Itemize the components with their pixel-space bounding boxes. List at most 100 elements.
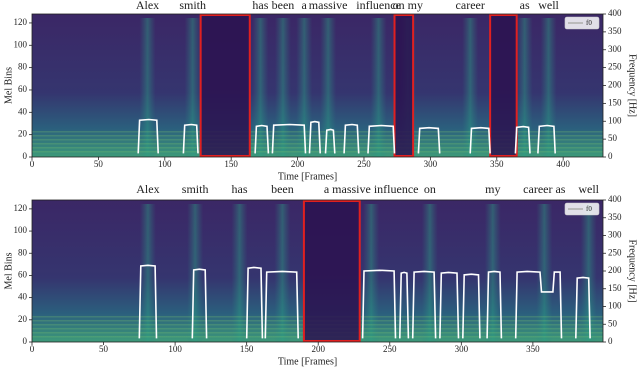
word-label: influence <box>356 0 401 12</box>
word-label: on my <box>393 0 423 12</box>
spectral-streak <box>231 204 248 342</box>
panel: f0 0 50 100 150 200 250 300 350 0 20 40 60 80 100 120 0 5… <box>3 182 637 368</box>
x-tick-label: 100 <box>158 159 172 169</box>
spectral-streak <box>540 18 557 157</box>
word-label: a <box>302 0 308 12</box>
y-tick-label: 0 <box>23 151 28 161</box>
legend-label: f0 <box>586 19 592 27</box>
y-tick-label: 80 <box>18 62 28 72</box>
x-tick-label: 200 <box>291 159 305 169</box>
x-tick-label: 0 <box>30 159 35 169</box>
y2-tick-label: 0 <box>608 336 613 346</box>
word-label: smith <box>182 182 209 196</box>
word-label: my <box>485 182 500 196</box>
word-label: Alex <box>136 0 159 12</box>
word-label: massive <box>309 0 348 12</box>
x-tick-label: 400 <box>556 159 570 169</box>
y2-tick-label: 400 <box>608 8 622 18</box>
x-tick-label: 350 <box>526 344 540 354</box>
spectral-streak <box>139 204 156 342</box>
x-tick-label: 250 <box>383 344 397 354</box>
y2-tick-label: 150 <box>608 283 622 293</box>
y-tick-label: 120 <box>14 203 28 213</box>
harmonic-band <box>32 135 603 137</box>
spectral-streak <box>296 18 313 157</box>
panel: f0 0 50 100 150 200 250 300 350 400 0 20 40 60 80 100 12… <box>3 0 637 182</box>
harmonic-band <box>32 151 603 153</box>
spectral-streak <box>421 204 438 342</box>
y2-tick-label: 350 <box>608 26 622 36</box>
y-tick-label: 100 <box>14 39 28 49</box>
word-label: has <box>232 182 248 196</box>
spectral-streak <box>252 18 269 157</box>
y2-tick-label: 250 <box>608 62 622 72</box>
y-tick-label: 20 <box>18 129 28 139</box>
spectral-streak <box>184 18 201 157</box>
word-label: on <box>424 182 436 196</box>
word-label: well <box>578 182 599 196</box>
harmonic-band <box>32 147 603 149</box>
harmonic-band <box>32 143 603 145</box>
y2-axis-label: Frequency [Hz] <box>627 239 638 302</box>
y2-tick-label: 300 <box>608 230 622 240</box>
y2-tick-label: 100 <box>608 301 622 311</box>
spectral-streak <box>274 204 291 342</box>
spectral-streak <box>320 18 337 157</box>
x-tick-label: 50 <box>94 159 104 169</box>
y-tick-label: 0 <box>23 336 28 346</box>
word-label: been <box>272 0 295 12</box>
y-tick-label: 20 <box>18 314 28 324</box>
word-label: has <box>252 0 268 12</box>
f0-line <box>138 264 591 339</box>
highlight-box <box>393 14 415 157</box>
x-tick-label: 50 <box>99 344 109 354</box>
highlight-box <box>199 14 251 157</box>
x-tick-label: 150 <box>224 159 238 169</box>
x-tick-label: 150 <box>240 344 254 354</box>
y2-tick-label: 300 <box>608 44 622 54</box>
spectral-streak <box>516 18 533 157</box>
spectral-streak <box>536 204 553 342</box>
y-tick-label: 60 <box>18 270 28 280</box>
highlight-box <box>489 14 518 157</box>
word-label: well <box>538 0 559 12</box>
y-tick-label: 80 <box>18 247 28 257</box>
y-axis-label: Mel Bins <box>3 67 14 104</box>
highlight-box <box>302 200 361 342</box>
word-label: a massive influence <box>324 182 419 196</box>
y2-tick-label: 150 <box>608 97 622 107</box>
spectral-streak <box>580 204 597 342</box>
word-label: career <box>456 0 485 12</box>
y2-tick-label: 350 <box>608 212 622 222</box>
spectral-streak <box>274 18 291 157</box>
y2-tick-label: 400 <box>608 194 622 204</box>
f0-line <box>137 118 556 154</box>
y2-tick-label: 0 <box>608 151 613 161</box>
word-label: been <box>271 182 294 196</box>
spectral-streak <box>462 18 479 157</box>
y2-tick-label: 100 <box>608 115 622 125</box>
x-tick-label: 200 <box>311 344 325 354</box>
y2-tick-label: 200 <box>608 265 622 275</box>
x-tick-label: 100 <box>168 344 182 354</box>
spectral-streak <box>139 18 156 157</box>
y-tick-label: 40 <box>18 292 28 302</box>
x-tick-label: 300 <box>455 344 469 354</box>
legend-label: f0 <box>586 205 592 213</box>
y2-axis-label: Frequency [Hz] <box>627 54 638 117</box>
x-tick-label: 0 <box>30 344 35 354</box>
y-tick-label: 40 <box>18 106 28 116</box>
word-label: smith <box>179 0 206 12</box>
word-label: Alex <box>136 182 159 196</box>
spectral-streak <box>484 204 501 342</box>
y2-tick-label: 50 <box>608 318 618 328</box>
y2-tick-label: 250 <box>608 247 622 257</box>
harmonic-band <box>32 131 603 133</box>
y-tick-label: 100 <box>14 225 28 235</box>
x-tick-label: 250 <box>357 159 371 169</box>
y2-tick-label: 50 <box>608 133 618 143</box>
x-axis-label: Time [Frames] <box>278 356 337 367</box>
y-tick-label: 120 <box>14 17 28 27</box>
y-tick-label: 60 <box>18 84 28 94</box>
